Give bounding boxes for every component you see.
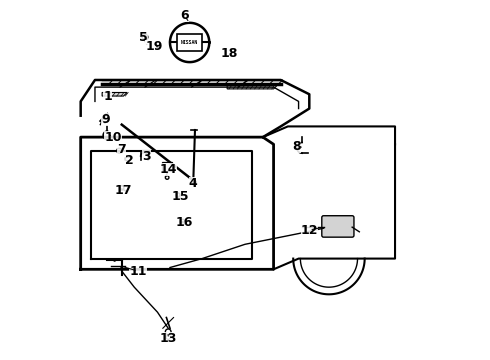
- Bar: [177, 33, 202, 51]
- Text: 16: 16: [175, 216, 193, 229]
- Polygon shape: [227, 85, 277, 89]
- FancyBboxPatch shape: [322, 216, 354, 237]
- Text: 12: 12: [300, 224, 318, 237]
- Text: 18: 18: [220, 47, 238, 60]
- Text: 17: 17: [115, 184, 132, 197]
- Text: 14: 14: [159, 163, 177, 176]
- Text: 7: 7: [118, 143, 126, 156]
- Text: 9: 9: [101, 113, 110, 126]
- Text: NISSAN: NISSAN: [181, 40, 198, 45]
- Polygon shape: [162, 162, 172, 171]
- Text: 19: 19: [145, 40, 163, 53]
- Text: 2: 2: [124, 154, 133, 167]
- Text: 8: 8: [293, 140, 301, 153]
- Text: 3: 3: [143, 150, 151, 163]
- Circle shape: [118, 150, 121, 152]
- Text: 4: 4: [189, 177, 197, 190]
- Text: 1: 1: [103, 90, 112, 103]
- Text: 10: 10: [104, 131, 122, 144]
- Text: 5: 5: [139, 31, 147, 44]
- Text: 15: 15: [172, 190, 190, 203]
- Text: 6: 6: [180, 9, 189, 22]
- Text: 11: 11: [129, 265, 147, 278]
- Polygon shape: [102, 93, 127, 96]
- Circle shape: [121, 266, 123, 269]
- Circle shape: [156, 45, 159, 49]
- Text: 13: 13: [160, 333, 177, 346]
- Circle shape: [181, 221, 184, 224]
- Circle shape: [113, 259, 116, 262]
